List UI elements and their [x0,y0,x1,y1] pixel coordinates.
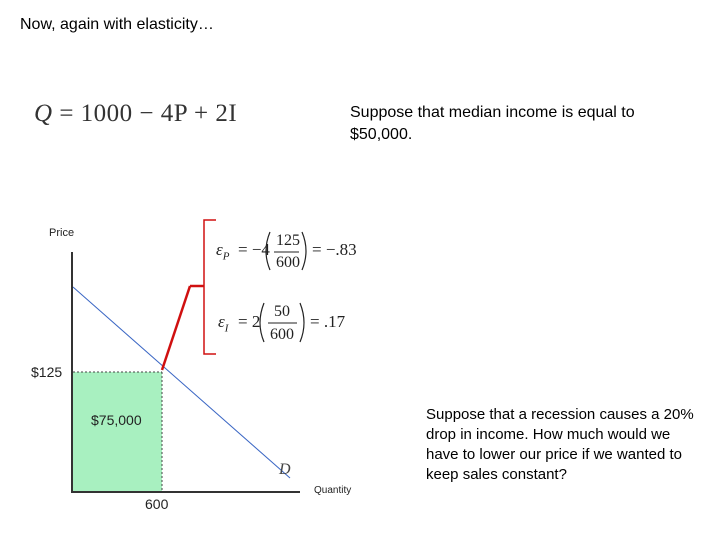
price-value-label: $125 [31,364,63,380]
revenue-area [73,372,162,492]
income-elasticity-denominator: 600 [270,326,294,343]
price-elasticity-numerator: 125 [276,232,300,249]
income-elasticity-symbol: εI [218,312,229,335]
income-formula-paren-left [259,302,265,343]
quantity-axis-label: Quantity [314,485,352,496]
price-elasticity-result: = −.83 [312,240,357,259]
price-formula-paren-right [301,231,307,271]
equation-lhs: Q [34,100,53,127]
demand-equation: Q = 1000 − 4P + 2I [34,100,237,128]
income-elasticity-coefficient: = 2 [238,312,261,331]
equation-rhs: = 1000 − 4P + 2I [59,100,238,127]
income-elasticity-result: = .17 [310,312,346,331]
income-formula-paren-right [299,302,305,343]
price-formula-paren-left [265,231,271,271]
slide-title: Now, again with elasticity… [20,16,214,33]
income-elasticity-numerator: 50 [274,303,290,320]
formula-bracket [203,219,216,355]
median-income-text: Suppose that median income is equal to $… [350,104,635,143]
price-axis-label: Price [49,227,75,239]
price-elasticity-denominator: 600 [276,254,300,271]
revenue-value-label: $75,000 [91,412,142,428]
demand-curve [72,286,291,479]
price-elasticity-coefficient: = −4 [238,240,270,259]
quantity-value-label: 600 [145,496,169,512]
price-elasticity-symbol: εP [216,240,230,263]
elasticity-arrow [160,285,192,371]
recession-question-text: Suppose that a recession causes a 20% dr… [426,406,694,483]
demand-curve-label: D [279,461,291,478]
